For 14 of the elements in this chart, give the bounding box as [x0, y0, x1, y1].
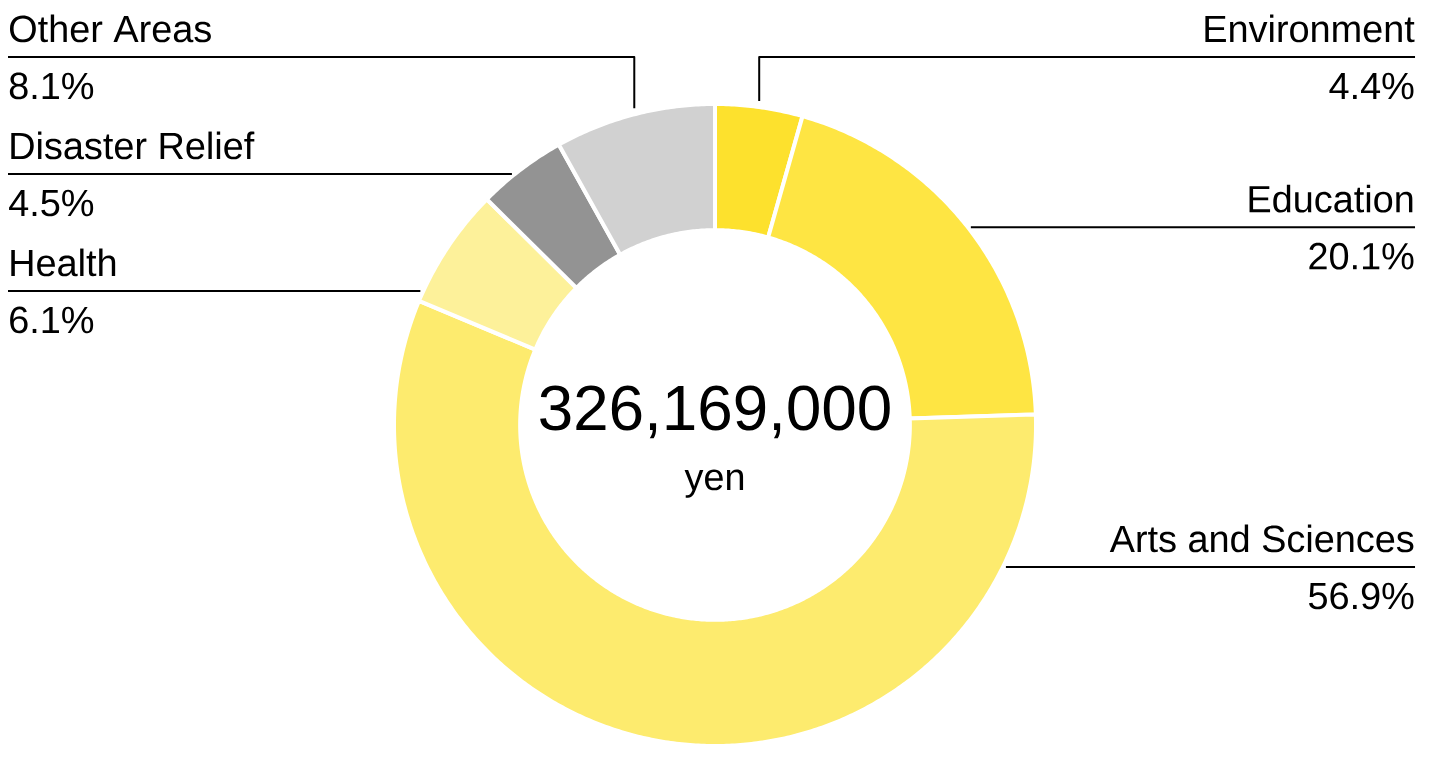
slice-label: Other Areas [10, 14, 211, 43]
slice-label: Arts and Sciences [1109, 524, 1414, 553]
data-label: 20.1% [1309, 242, 1414, 270]
text: 326,169,000 [540, 385, 890, 439]
slice-label: Environment [1205, 14, 1415, 43]
data-label: 4.5% [9, 189, 94, 217]
data-label: 8.1% [9, 72, 94, 100]
text: yen [684, 469, 744, 498]
data-label: 6.1% [10, 306, 94, 334]
slice-label: Disaster Relief [11, 131, 255, 160]
slice-label: Education [1249, 184, 1413, 213]
slice-label: Health [11, 248, 116, 277]
data-label: 4.4% [1329, 72, 1414, 100]
data-label: 56.9% [1308, 582, 1414, 610]
